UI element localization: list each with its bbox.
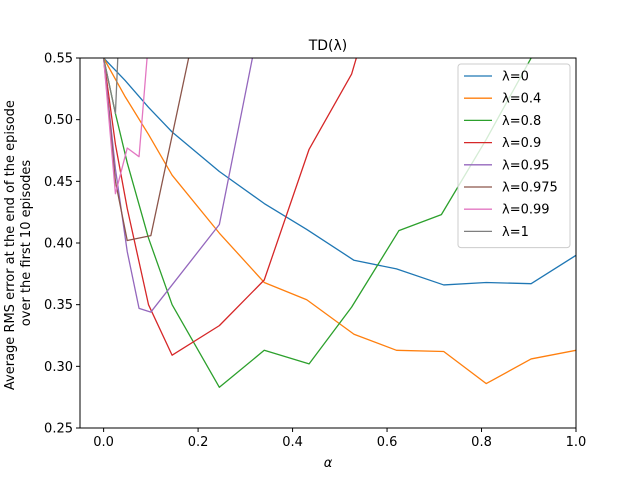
y-axis-label-line-1: Average RMS error at the end of the epis… (3, 100, 18, 390)
x-tick-label: 0.4 (282, 435, 303, 450)
series-line-2 (102, 58, 532, 388)
series-line-1 (103, 58, 576, 385)
legend-entry: λ=0.8 (502, 114, 541, 129)
series-line-3 (102, 58, 357, 356)
legend-entry: λ=0.9 (502, 136, 541, 151)
y-axis-label-line-2: over the first 10 episodes (19, 160, 34, 327)
y-tick-label: 0.25 (44, 422, 73, 437)
legend-entry: λ=0 (502, 70, 529, 85)
y-tick-label: 0.55 (44, 52, 73, 67)
x-tick-label: 0.0 (93, 435, 114, 450)
series-line-7 (102, 58, 119, 115)
legend: λ=0 λ=0.4 λ=0.8 λ=0.9 λ=0.95 λ=0.975 λ=0.99 λ=1 (457, 63, 571, 249)
y-tick-label: 0.30 (44, 360, 73, 375)
y-axis-label: Average RMS error at the end of the epis… (3, 96, 34, 390)
y-tick-label: 0.35 (44, 298, 73, 313)
series-line-5 (102, 58, 190, 242)
legend-entry: λ=0.95 (502, 158, 550, 173)
series-layer (102, 58, 576, 388)
x-axis: 0.0 0.2 0.4 0.6 0.8 1.0 (93, 428, 586, 450)
y-axis: 0.25 0.30 0.35 0.40 0.45 0.50 0.55 (44, 52, 80, 437)
y-tick-label: 0.45 (44, 175, 73, 190)
x-tick-label: 0.2 (188, 435, 209, 450)
x-axis-label: α (324, 456, 333, 471)
legend-entry: λ=1 (502, 225, 529, 240)
x-tick-label: 0.6 (377, 435, 398, 450)
series-line-0 (103, 58, 576, 286)
chart-title: TD(λ) (308, 38, 348, 54)
series-line-6 (102, 58, 148, 195)
x-tick-label: 1.0 (566, 435, 587, 450)
y-tick-label: 0.40 (44, 237, 73, 252)
y-tick-label: 0.50 (44, 113, 73, 128)
legend-entry: λ=0.975 (502, 181, 558, 196)
legend-box (457, 63, 571, 249)
x-tick-label: 0.8 (471, 435, 492, 450)
series-line-4 (102, 58, 254, 313)
legend-entry: λ=0.4 (502, 92, 541, 107)
legend-entry: λ=0.99 (502, 203, 550, 218)
